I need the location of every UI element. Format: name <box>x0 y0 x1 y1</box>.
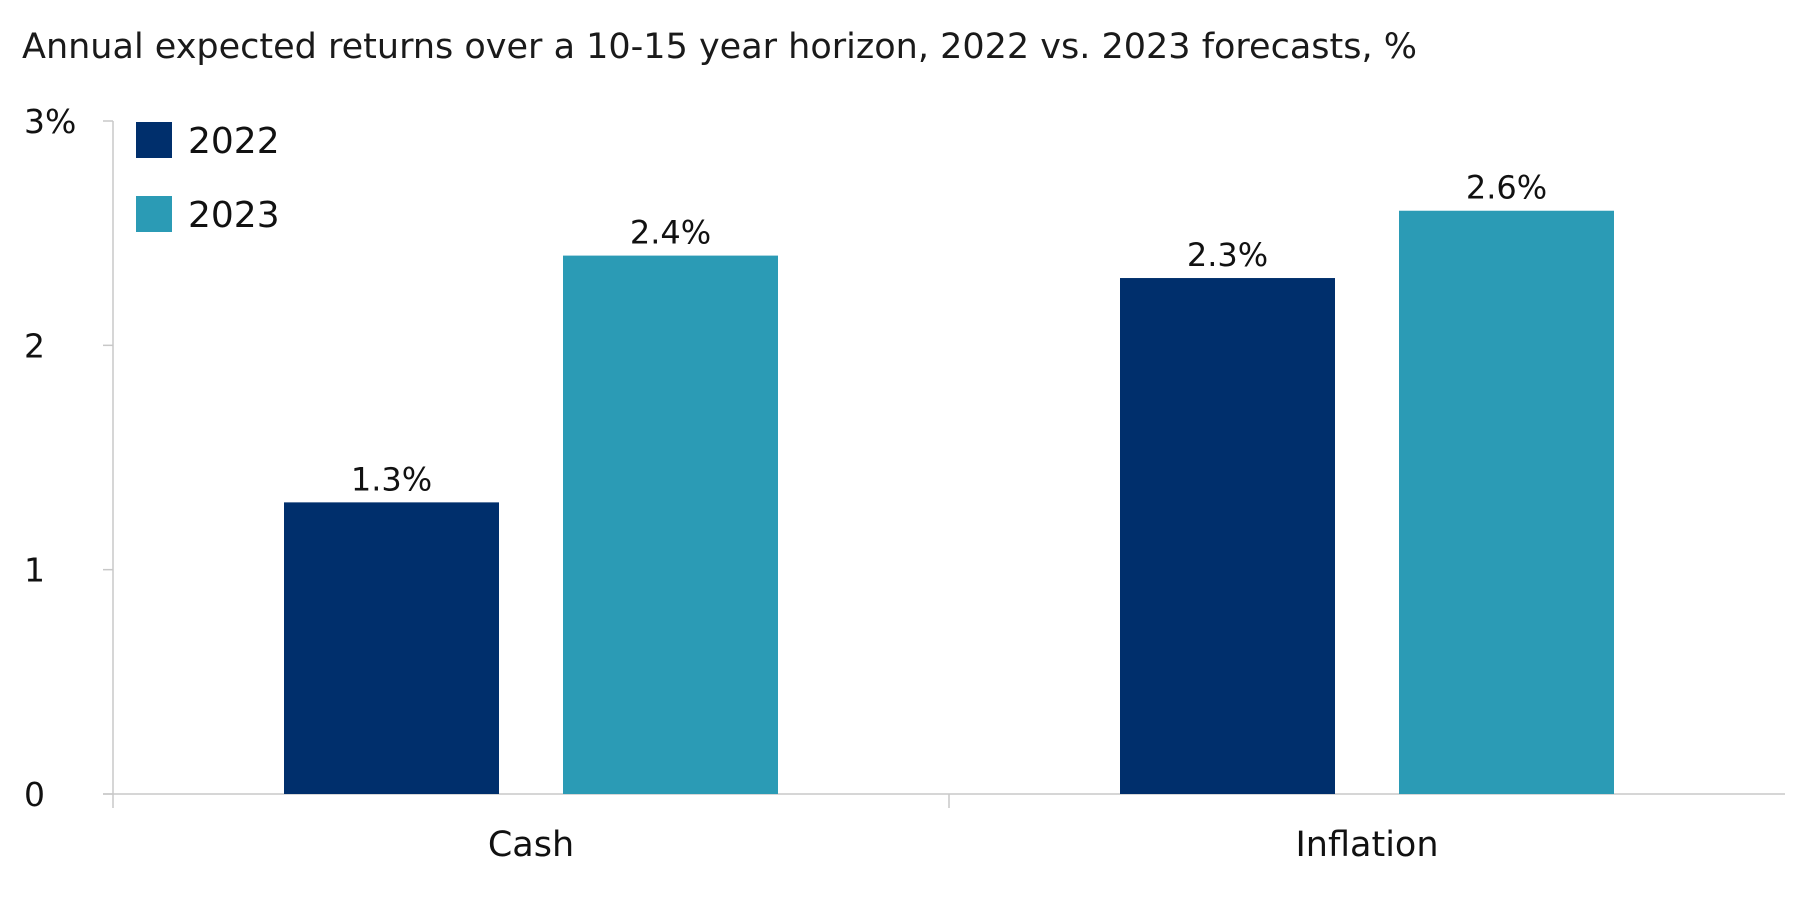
bar-2023-inflation <box>1399 210 1614 794</box>
legend-swatch <box>136 122 172 158</box>
bars <box>284 210 1614 795</box>
data-label: 2.6% <box>1466 169 1547 207</box>
data-label: 1.3% <box>351 460 432 498</box>
y-tick-label: 0 <box>24 775 45 814</box>
data-label: 2.3% <box>1187 236 1268 274</box>
legend-label: 2022 <box>188 121 280 162</box>
legend-swatch <box>136 196 172 232</box>
bar-labels: 1.3% 2.4% 2.3% 2.6% <box>351 169 1547 499</box>
bar-2023-cash <box>563 255 778 795</box>
data-label: 2.4% <box>630 214 711 252</box>
legend: 2022 2023 <box>136 121 280 236</box>
legend-label: 2023 <box>188 195 280 236</box>
bar-2022-cash <box>284 502 499 794</box>
y-tick-label: 1 <box>24 551 45 590</box>
chart-title: Annual expected returns over a 10-15 yea… <box>22 27 1417 67</box>
x-tick-label: Cash <box>488 825 574 865</box>
y-tick-label: 2 <box>24 326 45 365</box>
x-tick-label: Inflation <box>1295 825 1438 865</box>
y-tick-label: 3% <box>24 102 76 141</box>
bar-2022-inflation <box>1120 278 1335 794</box>
